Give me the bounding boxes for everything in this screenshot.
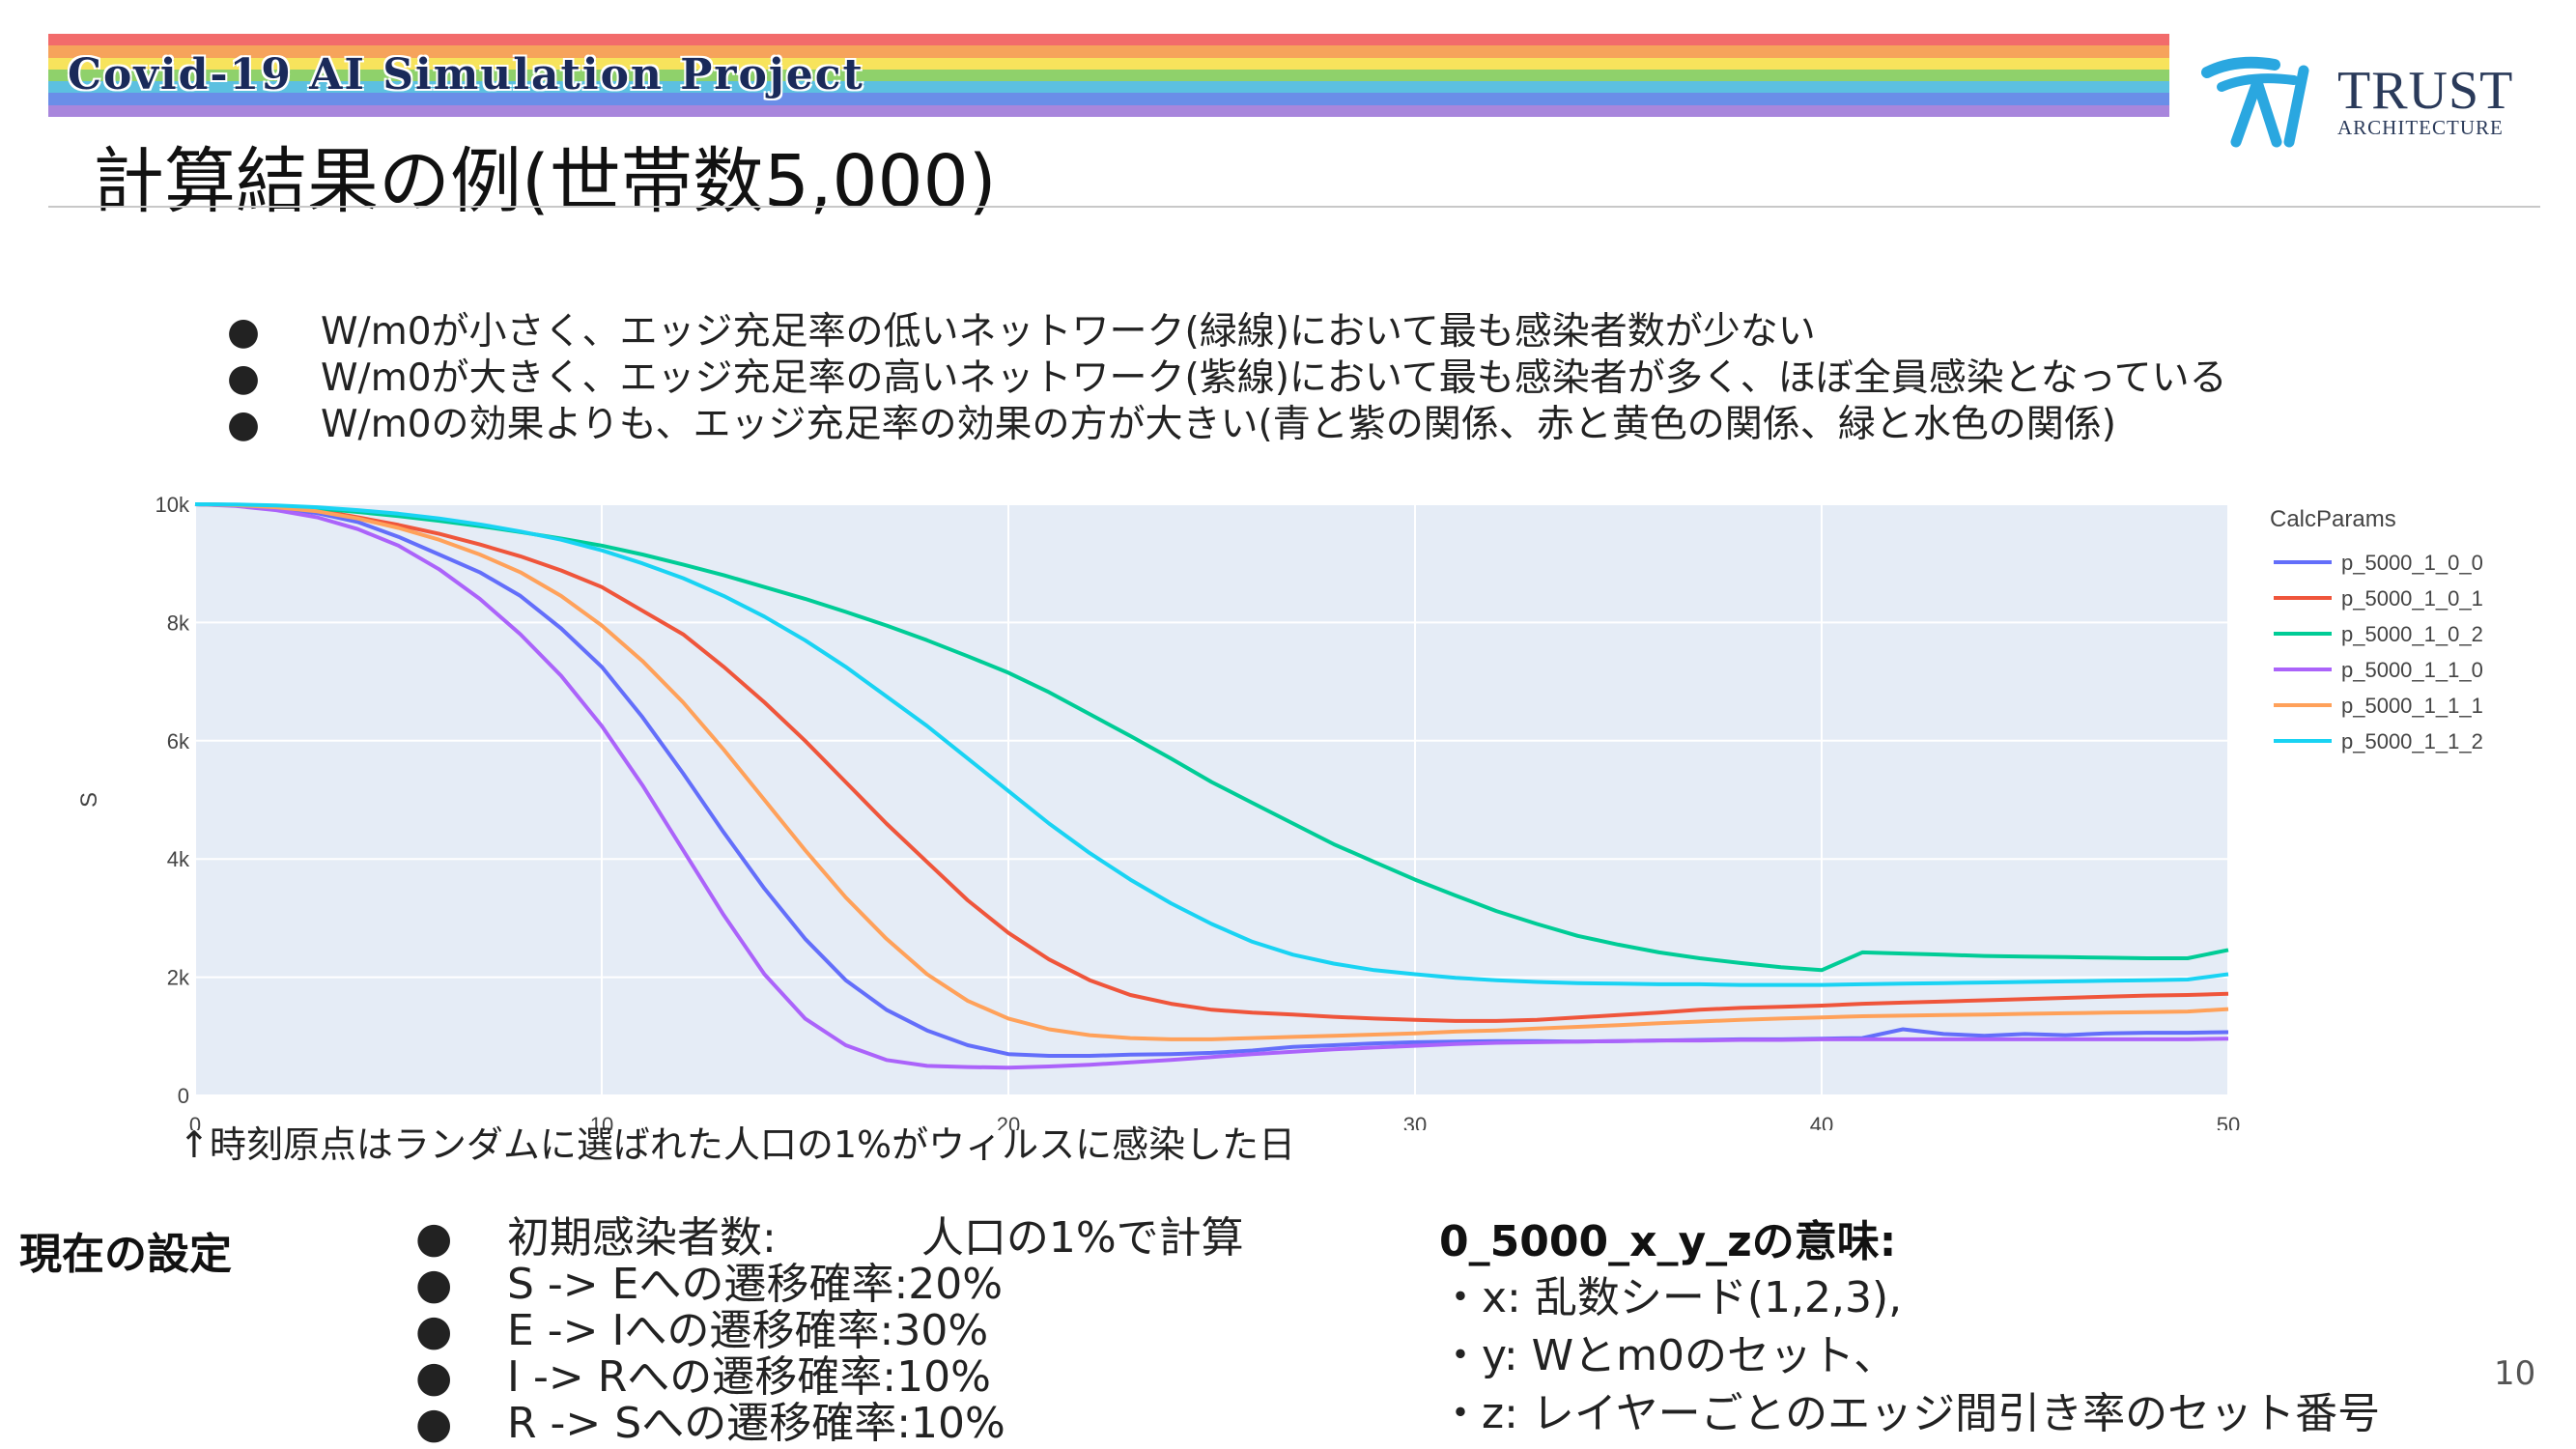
page-number: 10 (2494, 1354, 2536, 1393)
bullet-item: ● W/m0が小さく、エッジ充足率の低いネットワーク(緑線)において最も感染者数が… (227, 309, 2227, 355)
x-tick-label: 30 (1403, 1113, 1427, 1130)
y-tick-label: 6k (167, 729, 190, 753)
bullet-dot-icon: ● (415, 1399, 453, 1448)
bullet-text: W/m0の効果よりも、エッジ充足率の効果の方が大きい(青と紫の関係、赤と黄色の関… (321, 403, 2116, 446)
legend-title: CalcParams (2270, 506, 2396, 532)
setting-name: I -> Rへの遷移確率 (507, 1352, 883, 1402)
series-line-p_5000_1_1_0 (194, 502, 2229, 1070)
legend-label: p_5000_1_0_2 (2341, 622, 2483, 646)
naming-legend: 0_5000_x_y_zの意味: ・x: 乱数シード(1,2,3), ・y: W… (1439, 1215, 2380, 1443)
legend-label: p_5000_1_1_1 (2341, 694, 2483, 718)
legend-label: p_5000_1_0_0 (2341, 551, 2483, 575)
setting-value: :10% (882, 1352, 991, 1402)
logo-name: TRUST (2337, 61, 2514, 121)
stripe (48, 104, 2169, 118)
naming-legend-title: 0_5000_x_y_zの意味: (1439, 1217, 1897, 1266)
stripe (48, 34, 2169, 46)
bullet-item: ● W/m0が大きく、エッジ充足率の高いネットワーク(紫線)において最も感染者が多… (227, 355, 2227, 402)
setting-item: ● S -> Eへの遷移確率:20% (415, 1262, 1244, 1308)
naming-legend-line: ・x: 乱数シード(1,2,3), (1439, 1273, 1903, 1322)
series-line-p_5000_1_0_0 (194, 502, 2229, 1058)
plot-background (195, 504, 2228, 1095)
naming-legend-line: ・z: レイヤーごとのエッジ間引き率のセット番号 (1439, 1389, 2381, 1438)
setting-item: ● 初期感染者数: 人口の1%で計算 (415, 1215, 1244, 1262)
bullet-text: W/m0が大きく、エッジ充足率の高いネットワーク(紫線)において最も感染者が多く… (321, 356, 2227, 400)
y-tick-label: 2k (167, 966, 190, 990)
y-tick-label: 4k (167, 847, 190, 871)
bullet-dot-icon: ● (415, 1213, 453, 1263)
x-tick-label: 20 (997, 1113, 1020, 1130)
bullet-dot-icon: ● (415, 1352, 453, 1402)
legend-label: p_5000_1_0_1 (2341, 586, 2483, 611)
setting-name: 初期感染者数: (507, 1213, 777, 1263)
x-tick-label: 50 (2217, 1113, 2240, 1130)
series-line-p_5000_1_1_2 (194, 502, 2229, 987)
bullet-dot-icon: ● (227, 356, 261, 400)
bullet-dot-icon: ● (227, 310, 261, 354)
stripe (48, 57, 2169, 70)
x-tick-label: 0 (189, 1113, 201, 1130)
y-axis-label: S (76, 792, 102, 808)
y-tick-label: 8k (167, 611, 190, 635)
setting-name: S -> Eへの遷移確率 (507, 1260, 894, 1309)
bullet-dot-icon: ● (415, 1260, 453, 1309)
trust-architecture-logo-icon (2201, 56, 2309, 148)
y-tick-label: 0 (178, 1084, 189, 1108)
series-line-p_5000_1_1_1 (194, 502, 2229, 1041)
x-tick-label: 10 (590, 1113, 613, 1130)
title-divider (48, 206, 2540, 208)
bullet-item: ● W/m0の効果よりも、エッジ充足率の効果の方が大きい(青と紫の関係、赤と黄色の… (227, 402, 2227, 448)
setting-value: :30% (879, 1306, 989, 1355)
setting-value: :10% (896, 1399, 1005, 1448)
settings-label: 現在の設定 (19, 1230, 232, 1279)
legend-label: p_5000_1_1_2 (2341, 729, 2483, 753)
settings-list: ● 初期感染者数: 人口の1%で計算 ● S -> Eへの遷移確率:20% ● E ->… (415, 1215, 1244, 1447)
banner-stripes (48, 34, 2169, 118)
setting-item: ● R -> Sへの遷移確率:10% (415, 1401, 1244, 1447)
stripe (48, 69, 2169, 82)
series-line-p_5000_1_0_1 (194, 502, 2229, 1023)
setting-value: :20% (893, 1260, 1004, 1309)
setting-name: E -> Iへの遷移確率 (507, 1306, 880, 1355)
naming-legend-line: ・y: Wとm0のセット、 (1439, 1331, 1897, 1380)
stripe (48, 45, 2169, 58)
stripe (48, 93, 2169, 105)
setting-item: ● I -> Rへの遷移確率:10% (415, 1354, 1244, 1401)
project-name: Covid-19 AI Simulation Project (68, 50, 864, 99)
y-tick-label: 10k (156, 493, 190, 517)
setting-item: ● E -> Iへの遷移確率:30% (415, 1308, 1244, 1354)
chart-note: ↑時刻原点はランダムに選ばれた人口の1%がウィルスに感染した日 (179, 1123, 1296, 1166)
x-tick-label: 40 (1810, 1113, 1833, 1130)
stripe (48, 81, 2169, 94)
page-title: 計算結果の例(世帯数5,000) (93, 140, 997, 223)
summary-bullets: ● W/m0が小さく、エッジ充足率の低いネットワーク(緑線)において最も感染者数が… (227, 309, 2227, 448)
setting-value: 人口の1%で計算 (920, 1213, 1244, 1263)
susceptible-line-chart: 0102030405002k4k6k8k10ktSCalcParamsp_500… (76, 493, 2483, 1130)
legend-label: p_5000_1_1_0 (2341, 658, 2483, 682)
logo-subtitle: ARCHITECTURE (2337, 116, 2504, 139)
setting-name: R -> Sへの遷移確率 (507, 1399, 897, 1448)
bullet-text: W/m0が小さく、エッジ充足率の低いネットワーク(緑線)において最も感染者数が少… (321, 310, 1816, 354)
bullet-dot-icon: ● (415, 1306, 453, 1355)
bullet-dot-icon: ● (227, 403, 261, 446)
